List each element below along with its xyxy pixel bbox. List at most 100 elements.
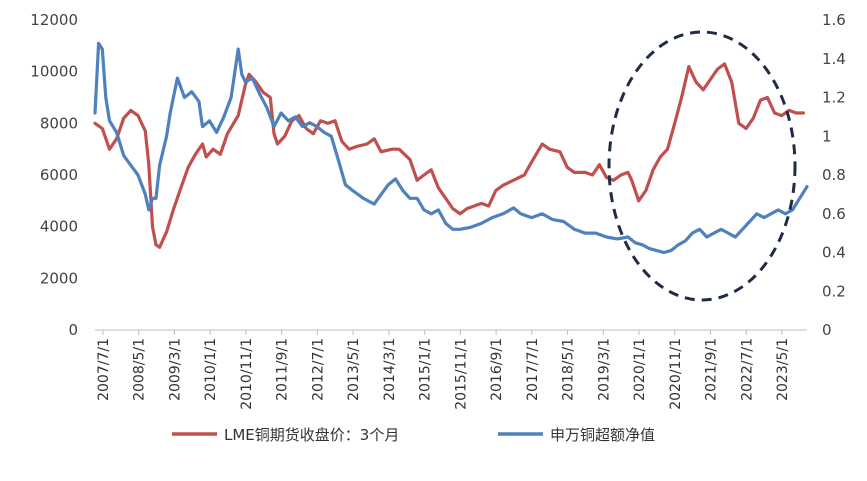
data-point <box>573 171 576 174</box>
data-point <box>458 212 462 216</box>
legend-label: LME铜期货收盘价：3个月 <box>224 426 399 444</box>
data-point <box>269 96 272 99</box>
data-point <box>723 62 726 66</box>
right-tick-label: 0.8 <box>822 166 846 184</box>
data-point <box>154 243 158 247</box>
data-point <box>265 105 269 109</box>
x-tick-label: 2007/7/1 <box>96 338 112 401</box>
data-point <box>744 127 748 130</box>
data-point <box>565 166 569 169</box>
data-point <box>344 183 347 186</box>
data-point <box>741 228 744 231</box>
data-point <box>773 111 776 115</box>
series-layer <box>93 41 809 255</box>
data-point <box>276 142 279 146</box>
data-point <box>362 197 365 200</box>
x-tick-label: 2019/3/1 <box>596 338 612 401</box>
data-point <box>115 131 118 134</box>
data-point <box>415 178 419 182</box>
x-tick-label: 2011/9/1 <box>275 338 291 401</box>
x-tick-label: 2009/3/1 <box>167 338 183 401</box>
data-point <box>201 125 204 128</box>
data-point <box>422 173 426 177</box>
data-point <box>283 135 287 138</box>
left-axis-ticks: 0 2000 4000 6000 8000 10000 12000 <box>30 11 78 339</box>
data-point <box>494 189 498 192</box>
x-tick-label: 2018/5/1 <box>561 338 577 401</box>
data-point <box>429 168 433 172</box>
data-point <box>540 212 544 216</box>
data-point <box>422 208 426 212</box>
data-point <box>712 231 716 235</box>
data-point <box>279 111 283 115</box>
data-point <box>226 132 229 135</box>
data-point <box>562 220 565 223</box>
data-point <box>651 168 655 172</box>
data-point <box>312 132 315 135</box>
data-point <box>129 109 133 112</box>
data-point <box>372 137 376 141</box>
x-tick-label: 2015/11/1 <box>453 338 469 410</box>
data-point <box>437 186 440 190</box>
data-point <box>687 65 691 68</box>
data-point <box>583 231 587 235</box>
data-point <box>794 111 798 115</box>
data-point <box>322 131 326 134</box>
x-tick-label: 2022/7/1 <box>739 338 755 401</box>
data-point <box>401 189 405 192</box>
data-point <box>204 155 208 159</box>
data-point <box>573 228 576 231</box>
data-point <box>451 228 455 231</box>
data-point <box>701 88 705 92</box>
data-point <box>372 202 376 206</box>
data-point <box>251 76 254 80</box>
data-point <box>705 235 709 239</box>
data-point <box>330 135 333 138</box>
series-points-0 <box>93 62 805 249</box>
right-tick-label: 0.4 <box>822 244 846 262</box>
data-point <box>179 186 183 190</box>
data-point <box>626 171 630 174</box>
data-point <box>176 76 179 80</box>
x-axis-ticks: 2007/7/1 2008/5/1 2009/3/1 2010/1/1 2010/11/… <box>96 330 791 410</box>
data-point <box>165 230 168 234</box>
data-point <box>634 241 637 245</box>
data-point <box>540 142 544 146</box>
data-point <box>229 96 233 99</box>
data-point <box>261 91 265 94</box>
right-tick-label: 0.2 <box>822 282 846 300</box>
data-point <box>158 246 161 249</box>
series-line-1 <box>93 41 809 255</box>
data-point <box>244 80 247 84</box>
left-tick-label: 6000 <box>40 166 78 184</box>
x-tick-label: 2010/1/1 <box>203 338 219 401</box>
data-point <box>626 235 630 239</box>
data-point <box>397 147 401 151</box>
data-point <box>287 119 290 123</box>
left-tick-label: 4000 <box>40 218 78 236</box>
left-tick-label: 2000 <box>40 269 78 287</box>
data-point <box>709 78 712 81</box>
data-point <box>673 122 676 125</box>
x-tick-label: 2013/5/1 <box>346 338 362 401</box>
data-point <box>168 111 172 115</box>
data-point <box>802 111 805 115</box>
data-point <box>716 67 719 71</box>
data-point <box>122 116 125 120</box>
x-tick-label: 2015/1/1 <box>418 338 434 401</box>
data-point <box>630 178 633 182</box>
data-point <box>315 125 319 128</box>
data-point <box>759 98 762 102</box>
data-point <box>272 125 276 128</box>
data-point <box>748 220 751 223</box>
legend-label: 申万铜超额净值 <box>550 426 655 444</box>
data-point <box>219 153 222 156</box>
data-point <box>258 92 261 95</box>
data-point <box>523 173 526 177</box>
data-point <box>684 239 687 243</box>
data-point <box>530 216 533 219</box>
data-point <box>719 228 723 231</box>
data-point <box>465 207 469 210</box>
data-point <box>694 80 698 84</box>
